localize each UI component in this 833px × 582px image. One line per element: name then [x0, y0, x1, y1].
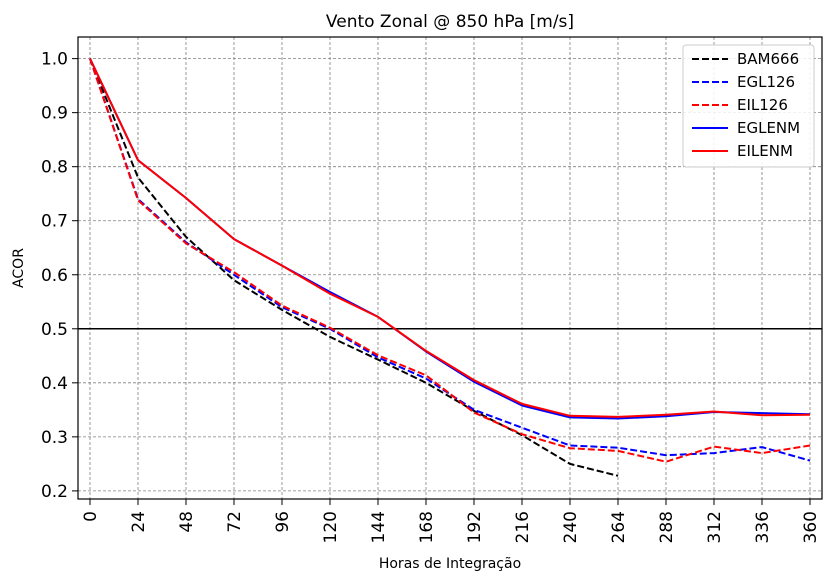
legend-label-eil126: EIL126	[737, 96, 788, 114]
y-tick-label: 1.0	[41, 50, 68, 70]
legend-box	[682, 44, 815, 168]
series-line-eil126	[89, 58, 811, 463]
x-tick-label: 120	[321, 511, 341, 543]
legend: BAM666 EGL126 EIL126 EGLENM EILENM	[682, 44, 815, 168]
y-tick-label: 0.3	[41, 428, 68, 448]
x-tick-label: 168	[417, 511, 437, 543]
x-axis-title: Horas de Integração	[379, 556, 521, 572]
x-tick-label: 360	[801, 511, 821, 543]
x-tick-label: 192	[465, 511, 485, 543]
series-lines	[89, 58, 811, 477]
legend-label-bam666: BAM666	[737, 50, 799, 68]
x-tick-label: 288	[657, 511, 677, 543]
grid-lines	[78, 37, 822, 499]
x-tick-label: 312	[705, 511, 725, 543]
y-tick-label: 0.7	[41, 212, 68, 232]
y-tick-label: 0.9	[41, 104, 68, 124]
x-tick-label: 24	[129, 511, 149, 533]
legend-label-eglenm: EGLENM	[737, 119, 800, 137]
plot-frame	[77, 36, 823, 500]
legend-label-eilenm: EILENM	[737, 142, 793, 160]
x-tick-label: 336	[753, 511, 773, 543]
y-tick-label: 0.2	[41, 482, 68, 502]
x-tick-label: 240	[561, 511, 581, 543]
x-tick-label: 0	[81, 511, 101, 522]
legend-label-egl126: EGL126	[737, 73, 795, 91]
y-tick-label: 0.4	[41, 374, 68, 394]
x-tick-label: 72	[225, 511, 245, 533]
chart-title: Vento Zonal @ 850 hPa [m/s]	[326, 12, 574, 32]
x-tick-label: 144	[369, 511, 389, 543]
x-tick-label: 96	[273, 511, 293, 533]
series-line-eilenm	[89, 58, 811, 418]
y-tick-label: 0.8	[41, 158, 68, 178]
y-tick-label: 0.6	[41, 266, 68, 286]
x-tick-label: 264	[609, 511, 629, 543]
series-line-bam666	[89, 58, 619, 477]
axis-ticks: 0 24 48 72 96 120 144 168 192 216 240 264 288 312 336 3…	[41, 50, 821, 544]
y-tick-label: 0.5	[41, 320, 68, 340]
y-axis-title: ACOR	[11, 248, 27, 288]
x-tick-label: 216	[513, 511, 533, 543]
x-tick-label: 48	[177, 511, 197, 533]
